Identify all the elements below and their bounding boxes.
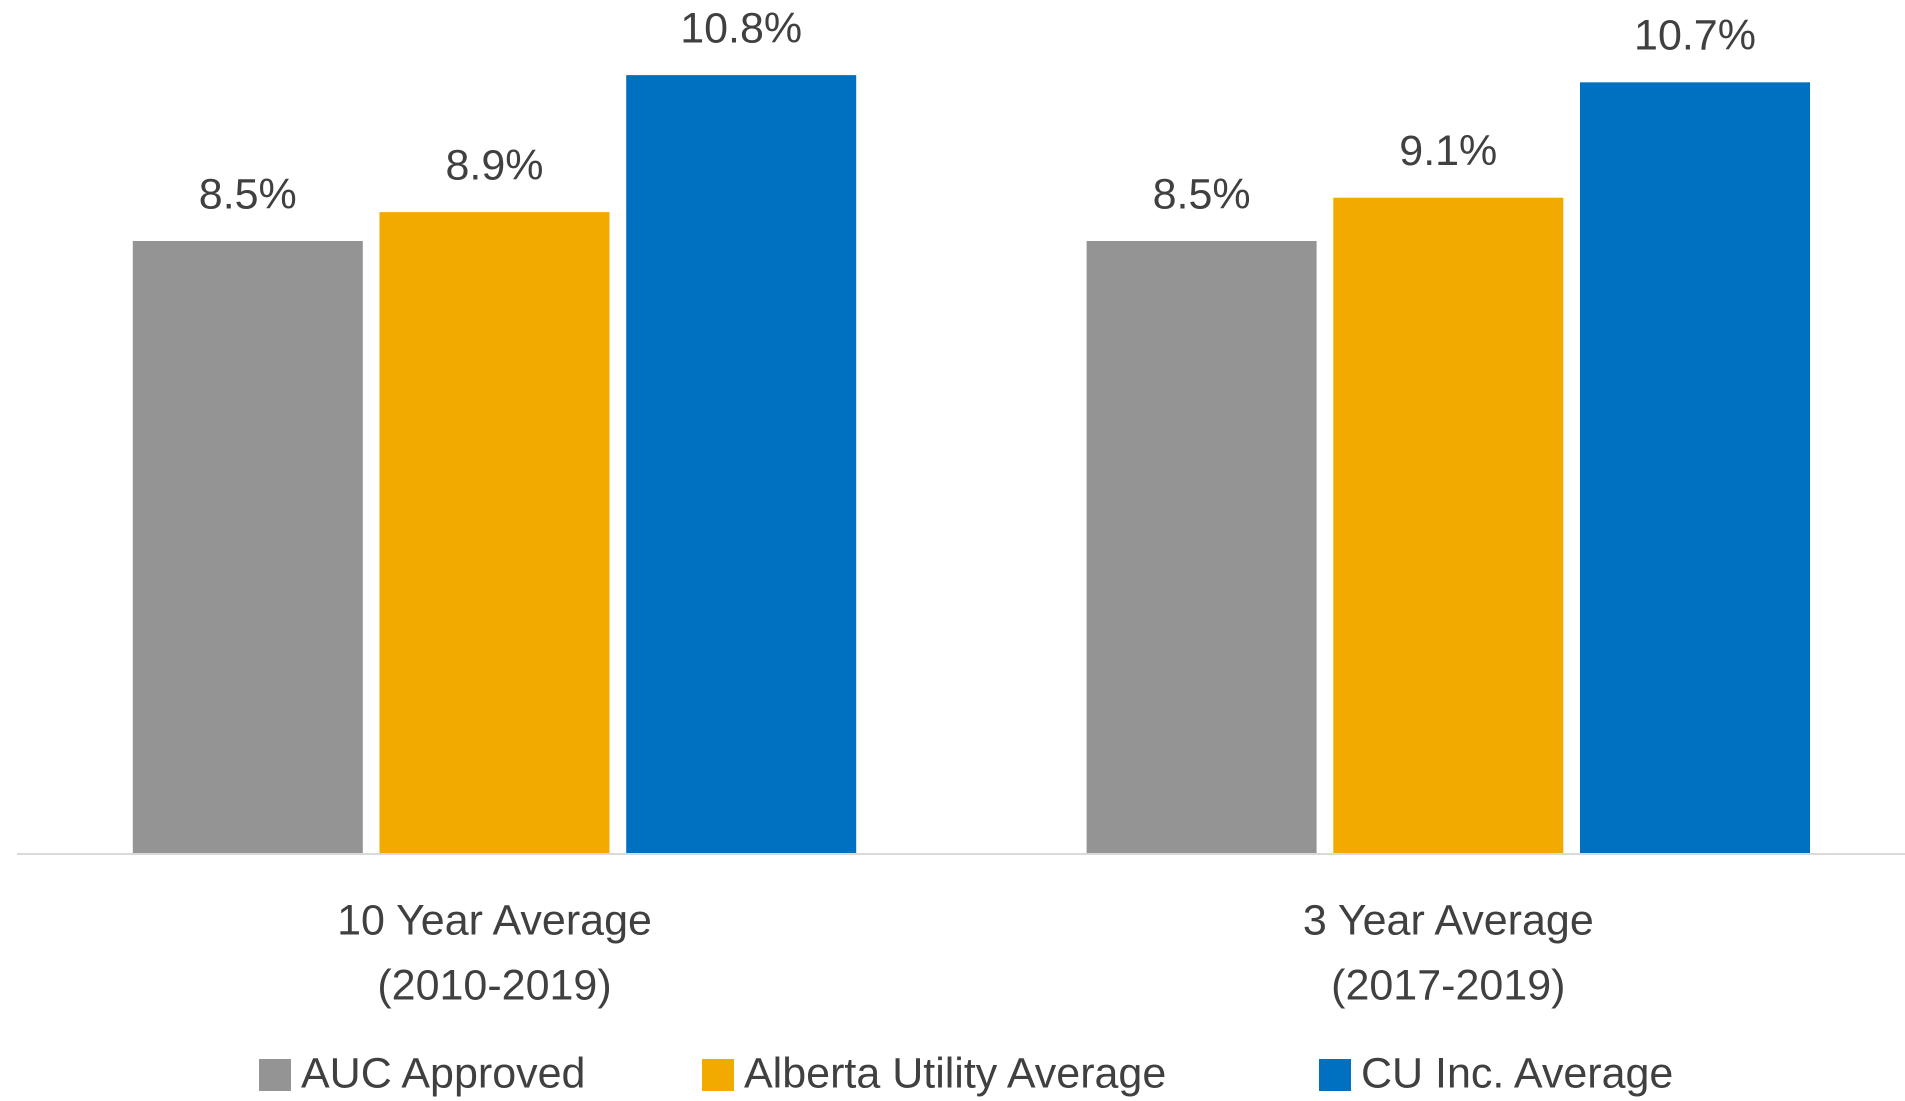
x-tick-label: (2010-2019) <box>377 961 611 1009</box>
bar <box>1086 240 1317 855</box>
x-tick-label: 10 Year Average <box>337 896 652 944</box>
bar <box>1580 82 1810 854</box>
legend-label: Alberta Utility Average <box>744 1049 1166 1097</box>
bar <box>379 212 610 855</box>
x-tick-label: (2017-2019) <box>1331 961 1565 1009</box>
value-label: 8.9% <box>445 142 543 190</box>
legend-swatch <box>1319 1059 1351 1091</box>
value-label: 8.5% <box>1153 170 1251 218</box>
value-label: 8.5% <box>199 170 297 218</box>
legend-label: AUC Approved <box>301 1049 585 1097</box>
x-tick-label: 3 Year Average <box>1303 896 1594 944</box>
bar <box>132 240 363 855</box>
value-label: 9.1% <box>1399 127 1497 175</box>
bar <box>1333 197 1564 854</box>
legend-swatch <box>259 1059 291 1091</box>
value-label: 10.8% <box>680 4 802 52</box>
legend-swatch <box>702 1059 734 1091</box>
legend-label: CU Inc. Average <box>1361 1049 1673 1097</box>
value-label: 10.7% <box>1634 12 1756 60</box>
bar <box>626 75 857 854</box>
